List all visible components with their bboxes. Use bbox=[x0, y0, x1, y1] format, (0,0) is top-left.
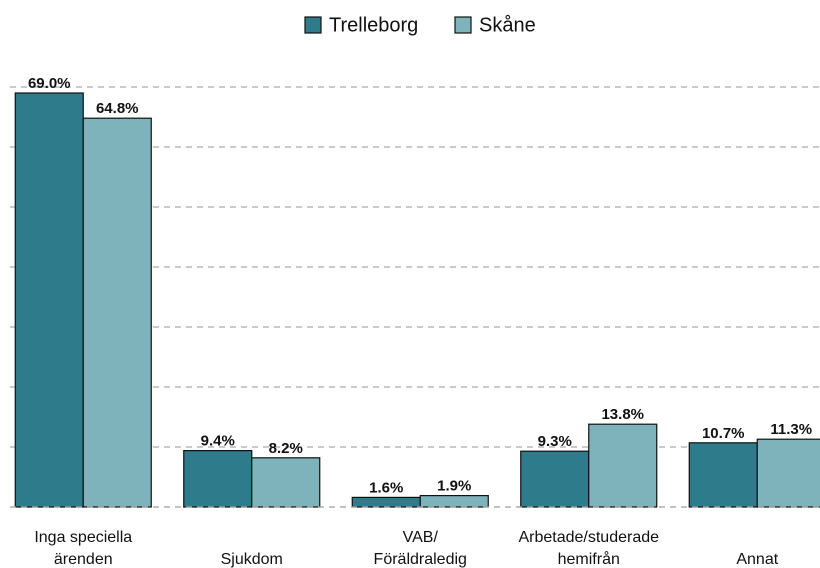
value-label: 1.6% bbox=[369, 479, 403, 496]
bar bbox=[14, 92, 84, 508]
bar bbox=[520, 450, 590, 508]
bar bbox=[82, 117, 152, 508]
x-tick-label: Arbetade/studerade bbox=[518, 529, 659, 546]
value-label: 64.8% bbox=[96, 100, 139, 117]
x-tick-label: hemifrån bbox=[558, 550, 620, 568]
bar bbox=[251, 457, 321, 508]
value-label: 13.8% bbox=[601, 406, 644, 423]
bar bbox=[351, 496, 421, 508]
x-tick-label: Sjukdom bbox=[221, 551, 283, 568]
bar bbox=[756, 438, 820, 508]
x-tick-label: Annat bbox=[736, 551, 778, 568]
value-label: 8.2% bbox=[269, 440, 303, 457]
value-label: 9.3% bbox=[538, 433, 572, 450]
value-label: 11.3% bbox=[770, 421, 812, 438]
legend-swatch bbox=[454, 16, 472, 34]
bar bbox=[688, 442, 758, 508]
bar bbox=[419, 495, 489, 508]
legend-swatch bbox=[304, 16, 322, 34]
x-tick-label: ärenden bbox=[54, 551, 113, 568]
x-tick-label: Inga speciella bbox=[34, 529, 132, 546]
bar bbox=[588, 423, 658, 508]
value-label: 10.7% bbox=[702, 425, 745, 442]
bar bbox=[183, 450, 253, 508]
value-label: 1.9% bbox=[437, 478, 471, 495]
legend-label: Skåne bbox=[479, 14, 536, 36]
legend-label: Trelleborg bbox=[329, 14, 418, 36]
x-tick-label: Föräldraledig bbox=[374, 551, 467, 568]
value-label: 9.4% bbox=[201, 433, 235, 450]
x-tick-label: VAB/ bbox=[403, 529, 439, 546]
value-label: 69.0% bbox=[28, 75, 71, 92]
